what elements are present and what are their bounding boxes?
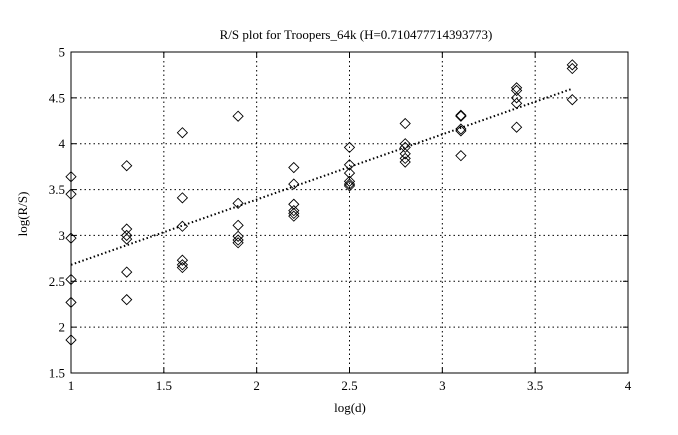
- data-point-diamond: [232, 230, 244, 242]
- data-point-diamond: [121, 160, 133, 172]
- data-point-diamond: [343, 167, 356, 179]
- y-tick-label: 4: [59, 136, 66, 151]
- data-point-diamond: [121, 293, 133, 306]
- data-point-diamond: [65, 188, 77, 200]
- data-point-diamond: [65, 273, 77, 286]
- data-point-diamond: [288, 205, 300, 217]
- fit-line-group: [70, 87, 573, 266]
- x-tick-label: 4: [625, 378, 632, 393]
- data-point-diamond: [288, 178, 300, 190]
- y-axis-label: log(R/S): [15, 192, 30, 237]
- data-point-diamond: [455, 109, 467, 121]
- data-point-diamond: [510, 92, 523, 104]
- data-point-diamond: [343, 141, 356, 154]
- data-point-diamond: [399, 141, 411, 154]
- data-point-diamond: [566, 59, 578, 71]
- data-point-diamond: [176, 127, 189, 139]
- data-point-diamond: [566, 94, 578, 106]
- data-point-diamond: [399, 152, 411, 165]
- x-tick-label: 2: [253, 378, 260, 393]
- data-point-diamond: [343, 180, 356, 192]
- data-point-diamond: [232, 110, 244, 122]
- data-point-diamond: [176, 259, 189, 271]
- data-point-diamond: [510, 84, 523, 97]
- x-tick-label: 3.5: [527, 378, 543, 393]
- data-point-diamond: [288, 198, 300, 210]
- x-axis-label: log(d): [334, 400, 366, 415]
- x-tick-label: 3: [439, 378, 446, 393]
- data-point-diamond: [176, 220, 189, 232]
- axis-ticks: [70, 51, 629, 374]
- data-point-diamond: [65, 296, 77, 309]
- fit-line: [70, 87, 573, 266]
- data-point-diamond: [455, 110, 467, 122]
- data-point-diamond: [455, 123, 467, 135]
- data-point-diamond: [176, 254, 189, 266]
- data-point-diamond: [121, 233, 133, 245]
- data-point-diamond: [288, 161, 300, 174]
- y-tick-label: 2.5: [49, 274, 65, 289]
- data-point-diamond: [510, 97, 523, 109]
- data-point-diamond: [65, 334, 77, 346]
- data-point-diamond: [455, 150, 467, 162]
- data-point-diamond: [232, 197, 244, 209]
- data-point-diamond: [288, 207, 300, 220]
- grid-lines: [71, 52, 628, 373]
- y-tick-label: 4.5: [49, 90, 65, 105]
- y-tick-labels: 1.5 2 2.5 3 3.5 4 4.5 5: [49, 45, 66, 381]
- data-point-diamond: [343, 175, 356, 187]
- data-point-diamond: [65, 232, 77, 244]
- data-point-diamond: [288, 210, 300, 222]
- y-tick-label: 3.5: [49, 182, 65, 197]
- data-points: [65, 59, 578, 346]
- data-point-diamond: [121, 229, 133, 242]
- data-point-diamond: [455, 125, 467, 137]
- x-tick-label: 2.5: [341, 378, 357, 393]
- x-tick-label: 1: [68, 378, 75, 393]
- y-tick-label: 5: [59, 45, 66, 60]
- x-tick-labels: 1 1.5 2 2.5 3 3.5 4: [68, 378, 632, 393]
- data-point-diamond: [566, 62, 578, 75]
- data-point-diamond: [232, 237, 244, 249]
- chart-title: R/S plot for Troopers_64k (H=0.710477714…: [220, 27, 493, 42]
- y-tick-label: 2: [59, 320, 66, 335]
- data-point-diamond: [176, 192, 189, 204]
- data-point-diamond: [399, 117, 411, 130]
- data-point-diamond: [343, 159, 356, 171]
- x-tick-label: 1.5: [156, 378, 172, 393]
- data-point-diamond: [399, 148, 411, 160]
- y-tick-label: 3: [59, 228, 66, 243]
- data-point-diamond: [121, 266, 133, 278]
- data-point-diamond: [510, 121, 523, 133]
- data-point-diamond: [399, 156, 411, 168]
- data-point-diamond: [232, 219, 244, 231]
- y-tick-label: 1.5: [49, 366, 65, 381]
- data-point-diamond: [176, 261, 189, 274]
- data-point-diamond: [232, 234, 244, 246]
- data-point-diamond: [343, 178, 356, 190]
- data-point-diamond: [65, 171, 77, 183]
